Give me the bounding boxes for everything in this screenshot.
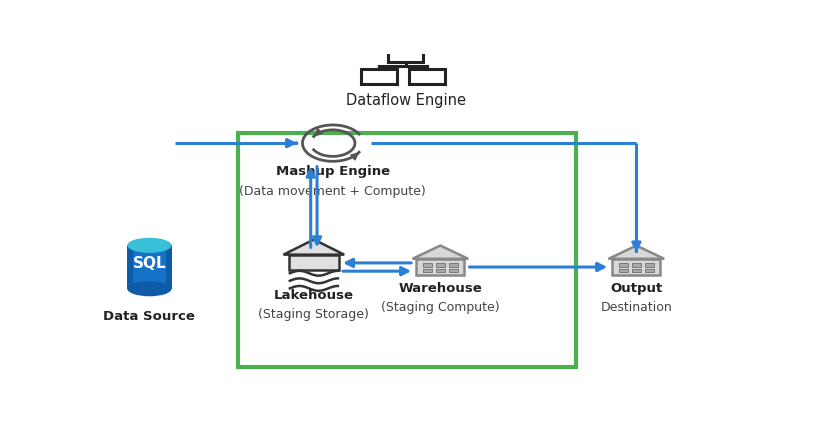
Text: SQL: SQL	[133, 256, 166, 271]
Ellipse shape	[127, 281, 171, 296]
Polygon shape	[413, 245, 468, 259]
Bar	[645, 263, 654, 267]
Text: Mashup Engine: Mashup Engine	[276, 164, 390, 177]
Bar	[612, 259, 660, 275]
Text: Destination: Destination	[601, 301, 672, 314]
Bar	[436, 263, 445, 267]
Polygon shape	[609, 245, 664, 259]
Bar	[449, 263, 458, 267]
Bar	[127, 245, 133, 289]
Text: Data Source: Data Source	[104, 310, 195, 323]
Bar	[423, 263, 432, 267]
Text: Output: Output	[610, 282, 663, 295]
Text: Lakehouse: Lakehouse	[274, 289, 354, 302]
Ellipse shape	[127, 238, 171, 253]
Text: (Data movement + Compute): (Data movement + Compute)	[239, 185, 426, 198]
Polygon shape	[283, 240, 344, 255]
Bar	[166, 245, 171, 289]
Bar	[289, 255, 339, 270]
Bar	[449, 269, 458, 272]
Text: (Staging Compute): (Staging Compute)	[381, 301, 499, 314]
Text: Dataflow Engine: Dataflow Engine	[345, 93, 466, 108]
Bar	[619, 269, 628, 272]
Bar	[423, 269, 432, 272]
Bar	[436, 269, 445, 272]
Bar	[632, 263, 641, 267]
Bar	[645, 269, 654, 272]
Bar	[416, 259, 464, 275]
Text: Warehouse: Warehouse	[398, 282, 482, 295]
Bar	[410, 69, 445, 84]
Bar	[632, 269, 641, 272]
Bar	[361, 69, 397, 84]
Text: (Staging Storage): (Staging Storage)	[259, 308, 370, 321]
Bar	[238, 133, 576, 367]
Bar	[388, 47, 424, 62]
Bar	[619, 263, 628, 267]
Bar	[127, 245, 171, 289]
